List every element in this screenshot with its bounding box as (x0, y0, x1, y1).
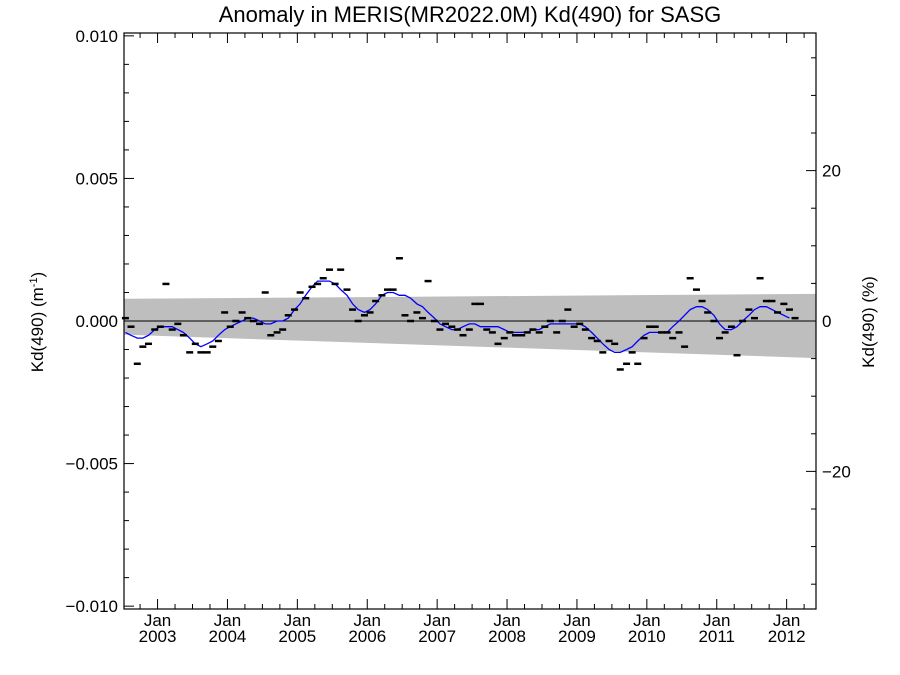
x-tick-label-year: 2009 (558, 627, 596, 646)
x-tick-label-month: Jan (773, 611, 800, 630)
x-tick-label-year: 2008 (488, 627, 526, 646)
chart-title: Anomaly in MERIS(MR2022.0M) Kd(490) for … (219, 2, 722, 27)
x-tick-label-month: Jan (633, 611, 660, 630)
x-tick-label-month: Jan (703, 611, 730, 630)
x-tick-label-year: 2012 (768, 627, 806, 646)
y-axis-label-main: Kd(490) (m (28, 287, 47, 372)
y-tick-label: 0.005 (75, 169, 118, 188)
x-tick-label-year: 2005 (278, 627, 316, 646)
x-tick-label-year: 2007 (418, 627, 456, 646)
x-axis: Jan2003Jan2004Jan2005Jan2006Jan2007Jan20… (139, 33, 806, 646)
x-tick-label-month: Jan (493, 611, 520, 630)
x-tick-label-year: 2006 (348, 627, 386, 646)
x-tick-label-year: 2010 (628, 627, 666, 646)
x-tick-label-month: Jan (423, 611, 450, 630)
y2-tick-label: −20 (822, 462, 851, 481)
x-tick-label-month: Jan (284, 611, 311, 630)
y-tick-label: 0.000 (75, 312, 118, 331)
x-tick-label-month: Jan (563, 611, 590, 630)
y2-tick-label: 20 (822, 162, 841, 181)
y-axis-label-close: ) (28, 272, 47, 278)
x-tick-label-month: Jan (354, 611, 381, 630)
monthly-anomaly-series (121, 257, 799, 371)
y2-tick-label: 0 (822, 312, 831, 331)
x-tick-label-year: 2011 (698, 627, 735, 646)
y-axis-right: −20 0 20 (806, 57, 851, 585)
y-tick-label: −0.005 (66, 455, 118, 474)
x-tick-label-year: 2004 (209, 627, 247, 646)
y2-axis-label: Kd(490) (%) (859, 276, 878, 368)
y-tick-label: 0.010 (75, 27, 118, 46)
x-tick-label-month: Jan (214, 611, 241, 630)
y-axis-label: Kd(490) (m-1) (28, 272, 47, 372)
y-tick-label: −0.010 (66, 597, 118, 616)
y-axis-left: −0.010 −0.005 0.000 0.005 0.010 (66, 27, 134, 616)
x-tick-label-year: 2003 (139, 627, 177, 646)
y-axis-label-superscript: -1 (28, 277, 40, 287)
x-tick-label-month: Jan (144, 611, 171, 630)
